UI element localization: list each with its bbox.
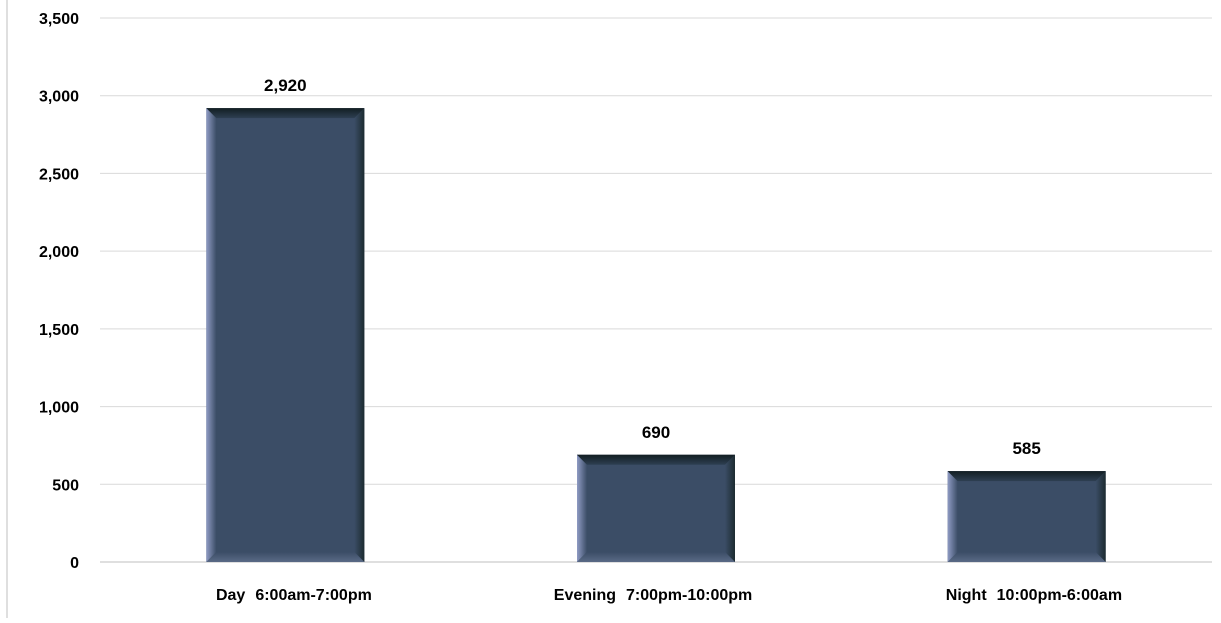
data-label: 690 — [642, 423, 670, 442]
bars: 2,920 690 585 — [206, 76, 1106, 563]
y-tick-label: 2,500 — [39, 166, 79, 183]
x-category-time-label: 7:00pm-10:00pm — [626, 587, 752, 604]
y-tick-label: 2,000 — [39, 244, 79, 261]
y-tick-label: 1,500 — [39, 322, 79, 339]
bar-day — [206, 108, 365, 563]
x-category-label: Night — [946, 587, 988, 604]
data-label: 2,920 — [264, 76, 307, 95]
bar-night — [947, 471, 1106, 562]
x-axis-category-labels: Day 6:00am-7:00pm Evening 7:00pm-10:00pm Nig… — [216, 587, 1122, 604]
x-category-time-label: 6:00am-7:00pm — [255, 587, 371, 604]
y-tick-label: 500 — [52, 477, 79, 494]
y-tick-label: 0 — [70, 555, 79, 572]
bar-evening — [577, 454, 735, 562]
x-category-time-label: 10:00pm-6:00am — [997, 587, 1122, 604]
y-tick-label: 3,500 — [39, 11, 79, 28]
data-label: 585 — [1012, 439, 1040, 458]
y-tick-label: 1,000 — [39, 400, 79, 417]
x-category-label: Day — [216, 587, 245, 604]
y-axis-tick-labels: 0 500 1,000 1,500 2,000 2,500 3,000 3,500 — [39, 11, 79, 572]
x-category-label: Evening — [554, 587, 616, 604]
y-tick-label: 3,000 — [39, 89, 79, 106]
